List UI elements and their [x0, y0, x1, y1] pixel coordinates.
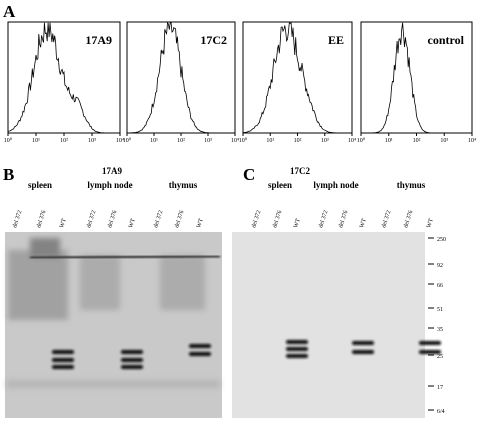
lane-label: WT — [359, 218, 368, 229]
axis-tick-label: 10³ — [440, 138, 448, 144]
marker-label: 6/4 — [437, 409, 445, 415]
axis-tick-label: 10⁰ — [239, 137, 248, 144]
tissue-label: spleen — [268, 180, 292, 190]
lane-label: del 376 — [338, 210, 349, 229]
histogram-label: EE — [328, 33, 344, 47]
lane-label: WT — [426, 218, 435, 229]
blot-band — [189, 352, 211, 356]
blot-band — [121, 358, 143, 362]
blot-c — [232, 232, 425, 418]
blot-band — [52, 350, 74, 354]
lane-label: del 372 — [251, 210, 262, 229]
axis-tick-label: 10⁴ — [468, 138, 476, 144]
axis-tick-label: 10⁰ — [357, 137, 366, 144]
blot-band — [52, 358, 74, 362]
tissue-label: spleen — [28, 180, 52, 190]
axis-tick-label: 10³ — [88, 138, 96, 144]
marker-label: 51 — [437, 307, 443, 313]
axis-tick-label: 10⁰ — [123, 137, 132, 144]
blot-band — [419, 350, 441, 354]
panel-label: C — [243, 165, 255, 184]
axis-tick-label: 10¹ — [385, 138, 393, 144]
lane-label: WT — [59, 218, 68, 229]
axis-tick-label: 10² — [413, 138, 421, 144]
axis-tick-label: 10⁴ — [348, 138, 356, 144]
tissue-label: lymph node — [313, 180, 358, 190]
blot-band — [286, 354, 308, 358]
axis-tick-label: 10¹ — [32, 138, 40, 144]
lane-label: del 376 — [272, 210, 283, 229]
blot-bands — [52, 340, 441, 369]
marker-label: 66 — [437, 283, 443, 289]
axis-tick-label: 10³ — [321, 138, 329, 144]
marker-label: 25 — [437, 354, 443, 360]
histogram-curve — [361, 22, 472, 134]
blot-band — [121, 365, 143, 369]
axis-tick-label: 10¹ — [150, 138, 158, 144]
axis-tick-label: 10² — [60, 138, 68, 144]
blot-band — [352, 350, 374, 354]
lane-label: del 376 — [403, 210, 414, 229]
tissue-label: lymph node — [87, 180, 132, 190]
histogram-label: control — [428, 33, 465, 47]
lane-label: WT — [128, 218, 137, 229]
axis-tick-label: 10¹ — [266, 138, 274, 144]
blot-band — [286, 347, 308, 351]
antibody: 17A9 — [102, 166, 122, 176]
lane-label: del 376 — [107, 210, 118, 229]
marker-label: 35 — [437, 327, 443, 333]
blot-band — [419, 341, 441, 345]
blot-band — [352, 341, 374, 345]
blot-band — [52, 365, 74, 369]
lane-label: del 376 — [36, 210, 47, 229]
panel-label: B — [3, 165, 14, 184]
tissue-label: thymus — [169, 180, 198, 190]
histogram-label: 17C2 — [200, 33, 227, 47]
lane-label: del 372 — [12, 210, 23, 229]
histogram-label: 17A9 — [85, 33, 112, 47]
lane-label: WT — [293, 218, 302, 229]
histogram-curve — [127, 21, 235, 134]
axis-tick-label: 10⁴ — [231, 138, 239, 144]
lane-label: del 372 — [86, 210, 97, 229]
blot-smear — [6, 238, 220, 388]
antibody: 17C2 — [290, 166, 310, 176]
histogram-curve — [7, 22, 120, 134]
blot-band — [29, 254, 221, 260]
lane-label: del 376 — [174, 210, 185, 229]
lane-label: del 372 — [153, 210, 164, 229]
axis-tick-label: 10⁰ — [4, 137, 13, 144]
axis-tick-label: 10² — [294, 138, 302, 144]
lane-label: WT — [196, 218, 205, 229]
blot-band — [286, 340, 308, 344]
marker-label: 92 — [437, 263, 443, 269]
histogram-curve — [243, 22, 352, 134]
lane-label: del 372 — [381, 210, 392, 229]
tissue-label: thymus — [397, 180, 426, 190]
blot-band — [121, 350, 143, 354]
axis-tick-label: 10³ — [204, 138, 212, 144]
marker-label: 17 — [437, 385, 443, 391]
lane-label: del 372 — [318, 210, 329, 229]
axis-tick-label: 10⁴ — [116, 138, 124, 144]
blot-band — [189, 344, 211, 348]
marker-label: 250 — [437, 237, 446, 243]
panel-label: A — [3, 2, 16, 21]
axis-tick-label: 10² — [177, 138, 185, 144]
